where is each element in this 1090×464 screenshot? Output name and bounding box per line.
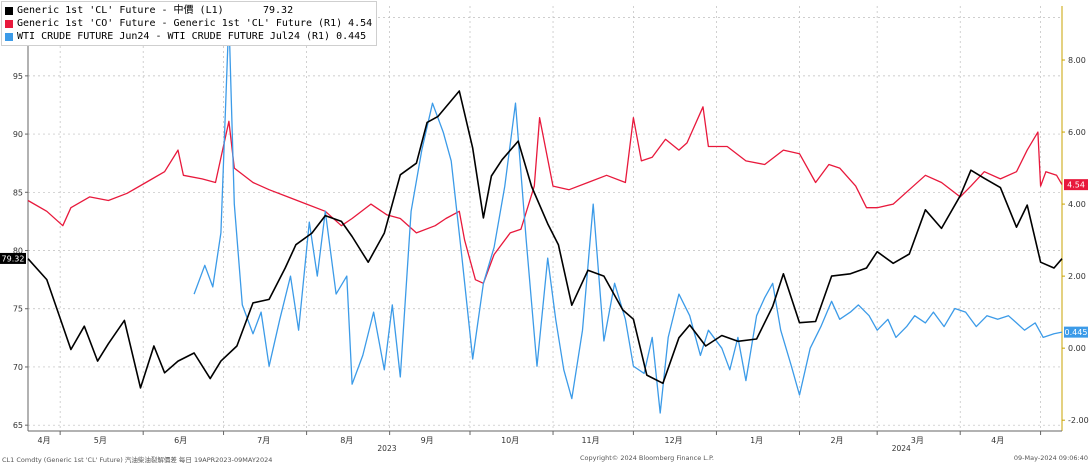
series-line-spread <box>193 16 1063 414</box>
legend-label-spread: WTI CRUDE FUTURE Jun24 - WTI CRUDE FUTUR… <box>17 31 331 42</box>
series-lines <box>27 16 1063 414</box>
legend-value-cl: 79.32 <box>263 5 294 16</box>
legend-value-spread: 0.445 <box>336 31 367 42</box>
left-tick-label: 95 <box>13 72 23 81</box>
right-tick-label: 0.00 <box>1068 344 1086 353</box>
left-tick-label: 85 <box>13 188 23 197</box>
legend-item-cl: Generic 1st 'CL' Future - 中價 (L1) 79.32 <box>5 4 372 17</box>
legend-swatch-co-cl <box>5 19 13 28</box>
x-tick-label: 9月 <box>421 436 434 445</box>
x-tick-label: 2月 <box>830 436 843 445</box>
right-tick-label: -2.00 <box>1068 416 1089 425</box>
legend-value-co-cl: 4.54 <box>348 18 373 29</box>
right-tick-label: 4.00 <box>1068 200 1086 209</box>
last-value-tag-co-cl <box>1064 179 1088 191</box>
footer-source: CL1 Comdty (Generic 1st 'CL' Future) 汽油柴… <box>2 456 273 464</box>
footer-timestamp: 09-May-2024 09:06:40 <box>1013 454 1088 462</box>
last-value-tag-spread <box>1064 326 1088 338</box>
right-tick-label: 2.00 <box>1068 272 1086 281</box>
left-tick-label: 80 <box>13 247 23 256</box>
last-value-text-cl: 79.32 <box>2 254 25 263</box>
axes: 65707580859095100-2.000.002.004.006.008.… <box>8 6 1089 453</box>
series-line-co-cl <box>27 106 1063 284</box>
x-tick-label: 10月 <box>501 436 519 445</box>
chart-legend: Generic 1st 'CL' Future - 中價 (L1) 79.32 … <box>1 1 378 46</box>
last-value-text-spread: 0.445 <box>1065 328 1088 337</box>
legend-label-co-cl: Generic 1st 'CO' Future - Generic 1st 'C… <box>17 18 343 29</box>
right-tick-label: 6.00 <box>1068 128 1086 137</box>
x-tick-label: 8月 <box>340 436 353 445</box>
x-year-label: 2023 <box>377 444 396 453</box>
last-value-tag-cl <box>0 252 26 264</box>
footer-copyright: Copyright© 2024 Bloomberg Finance L.P. <box>580 454 714 462</box>
x-tick-label: 4月 <box>38 436 51 445</box>
x-tick-label: 12月 <box>664 436 682 445</box>
x-tick-label: 7月 <box>257 436 270 445</box>
legend-swatch-spread <box>5 32 13 41</box>
x-tick-label: 1月 <box>750 436 763 445</box>
x-tick-label: 3月 <box>911 436 924 445</box>
right-tick-label: 8.00 <box>1068 56 1086 65</box>
left-tick-label: 75 <box>13 305 23 314</box>
last-value-labels: 79.32 4.54 0.445 <box>0 179 1088 338</box>
left-tick-label: 70 <box>13 363 23 372</box>
legend-item-co-cl: Generic 1st 'CO' Future - Generic 1st 'C… <box>5 17 372 30</box>
last-value-text-co-cl: 4.54 <box>1067 181 1085 190</box>
grid-lines <box>28 6 1062 431</box>
series-line-cl <box>27 90 1063 389</box>
x-tick-label: 6月 <box>174 436 187 445</box>
left-tick-label: 90 <box>13 130 23 139</box>
x-tick-label: 11月 <box>581 436 599 445</box>
left-tick-label: 65 <box>13 421 23 430</box>
legend-item-spread: WTI CRUDE FUTURE Jun24 - WTI CRUDE FUTUR… <box>5 30 372 43</box>
legend-swatch-cl <box>5 6 13 15</box>
x-year-label: 2024 <box>892 444 911 453</box>
x-tick-label: 5月 <box>94 436 107 445</box>
x-tick-label: 4月 <box>991 436 1004 445</box>
legend-label-cl: Generic 1st 'CL' Future - 中價 (L1) <box>17 5 224 16</box>
chart-footer: CL1 Comdty (Generic 1st 'CL' Future) 汽油柴… <box>0 454 1090 464</box>
